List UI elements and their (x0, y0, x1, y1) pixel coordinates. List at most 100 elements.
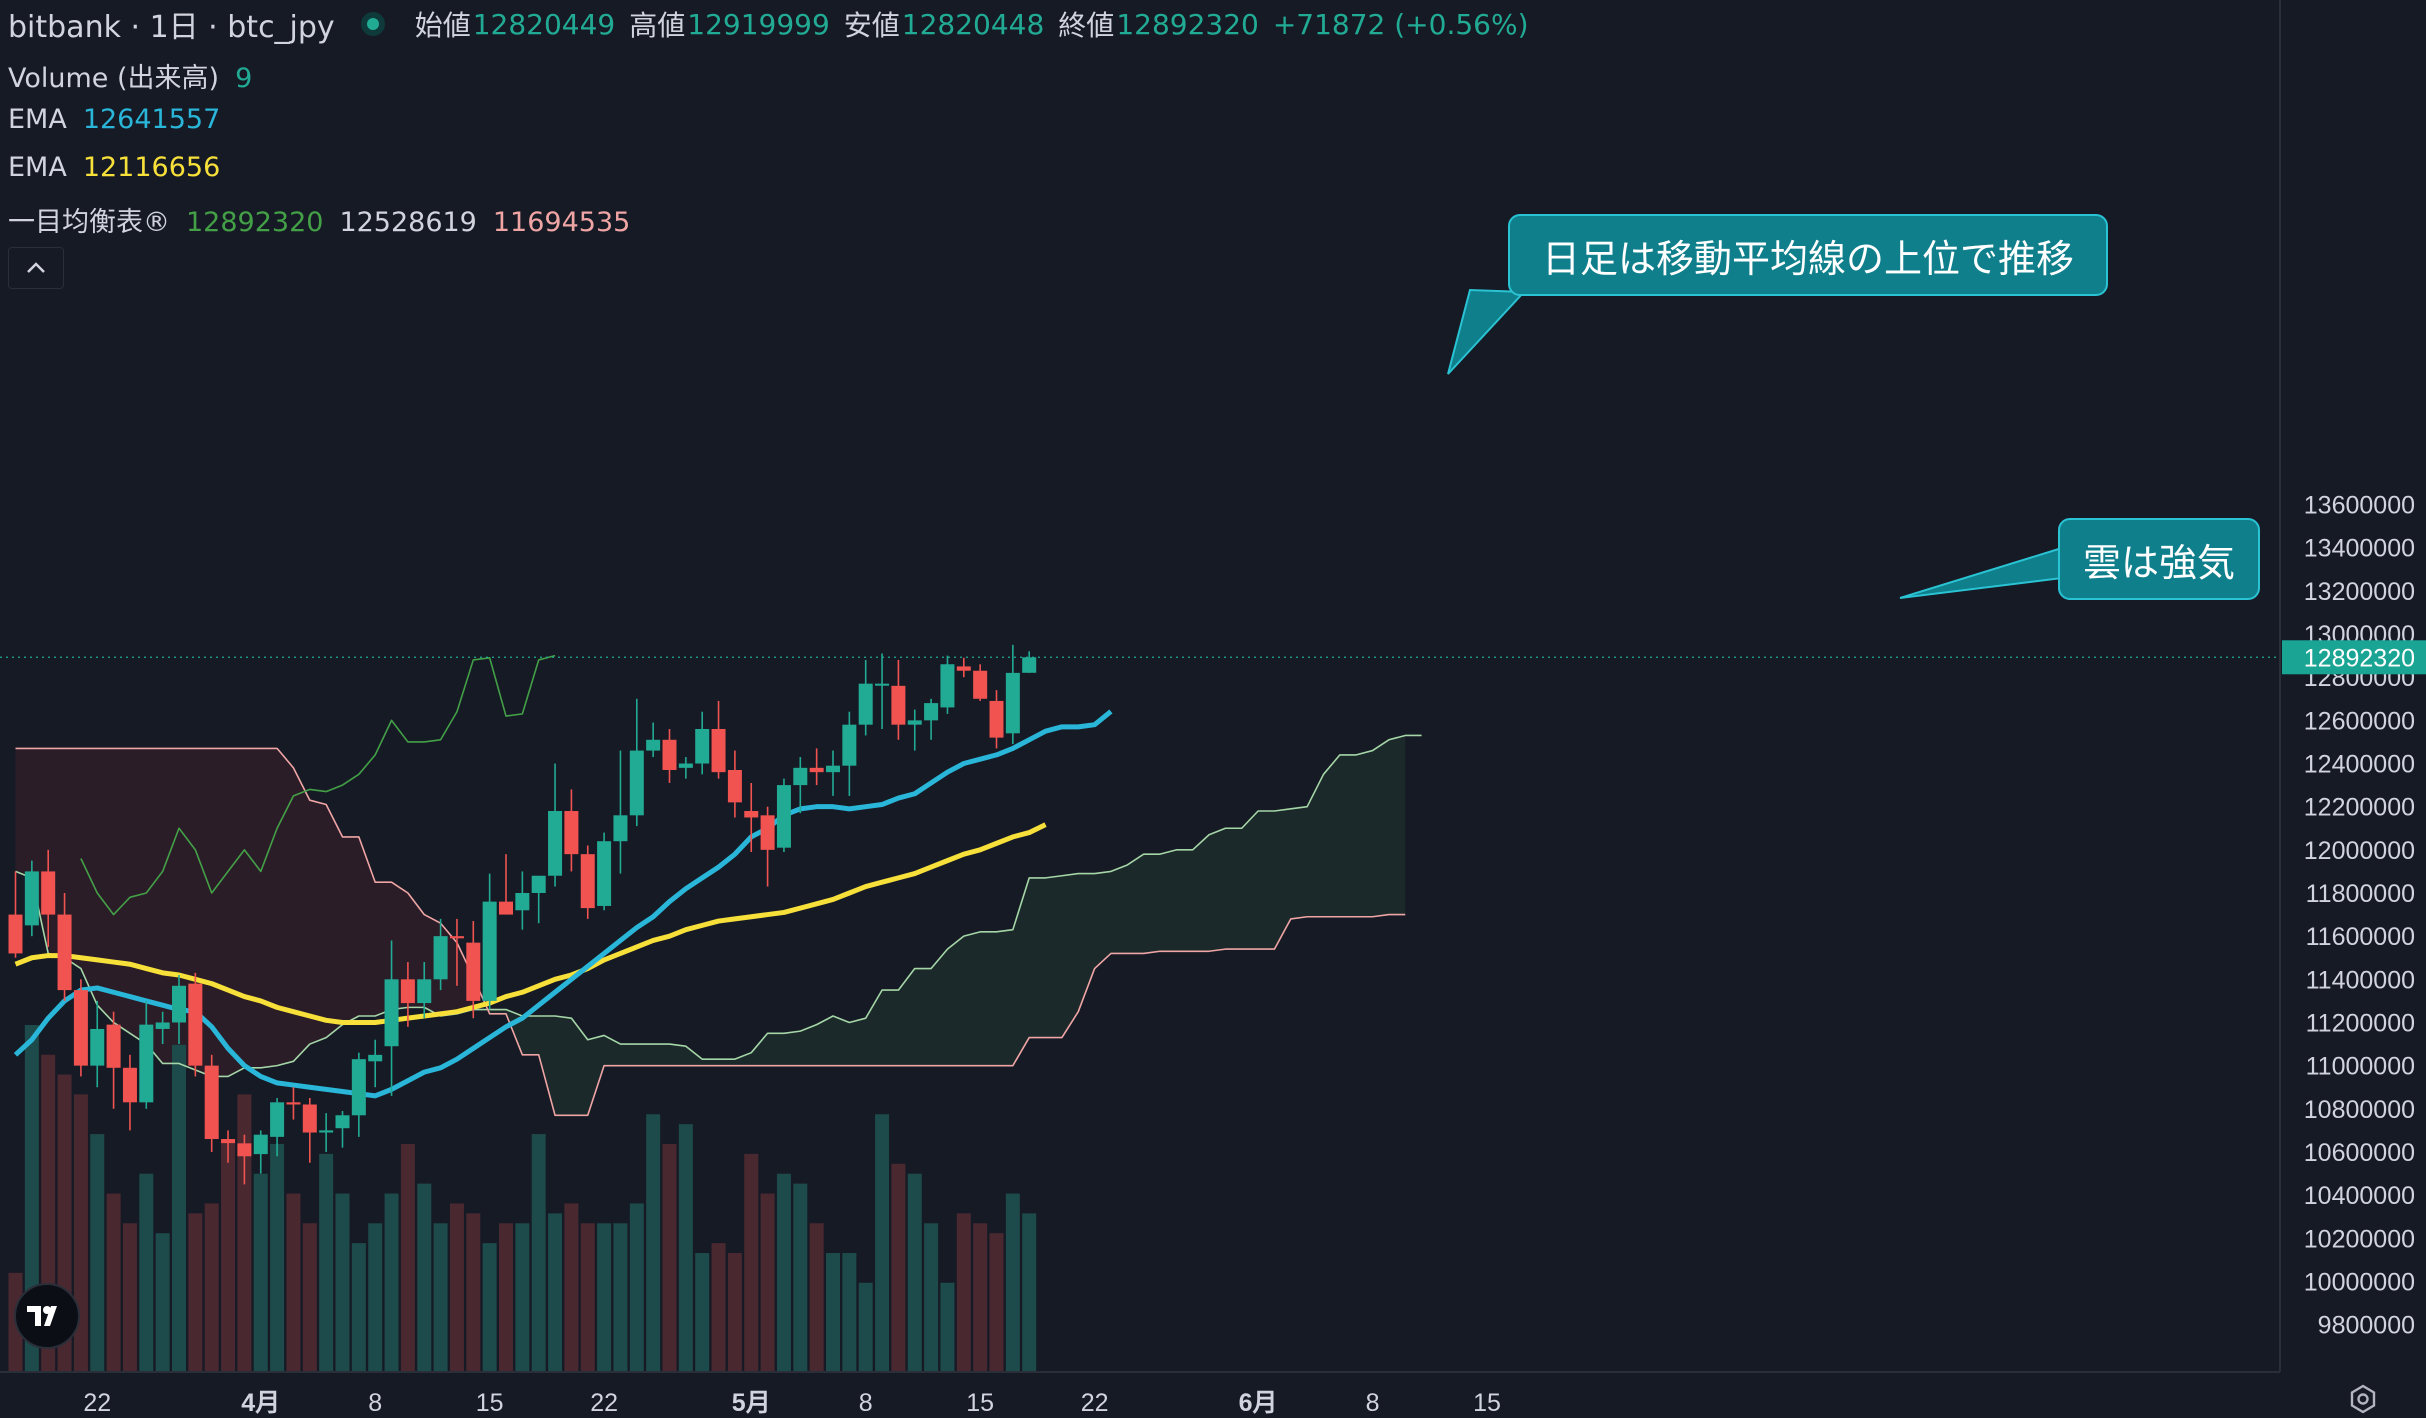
candle-body (891, 685, 906, 725)
candle-body (597, 841, 612, 906)
time-tick-label: 15 (1473, 1389, 1501, 1417)
candle-body (466, 942, 481, 1001)
time-tick-label: 15 (476, 1389, 504, 1417)
volume-bar (548, 1213, 563, 1372)
price-tick-label: 12200000 (2304, 794, 2415, 822)
callout-daily-pointer (1447, 288, 1527, 375)
gear-icon[interactable] (2348, 1384, 2378, 1414)
volume-bar (515, 1223, 530, 1372)
volume-bar (482, 1243, 497, 1372)
volume-bar (646, 1114, 661, 1372)
candle-body (286, 1102, 301, 1105)
volume-bar (1005, 1193, 1020, 1372)
volume-bar (1022, 1213, 1037, 1372)
candle-body (417, 979, 432, 1004)
open-value: 12820449 (472, 7, 616, 41)
volume-bar (155, 1233, 170, 1372)
candle-body (924, 703, 939, 721)
ema-fast-label: EMA (8, 104, 67, 135)
candle-body (204, 1065, 219, 1140)
legend-ema-fast[interactable]: EMA 12641557 (8, 104, 236, 135)
symbol-title[interactable]: bitbank · 1日 · btc_jpy (8, 10, 335, 45)
volume-bar (188, 1213, 203, 1372)
candle-body (57, 914, 72, 991)
price-tick-label: 10000000 (2304, 1268, 2415, 1296)
high-label: 高値 (629, 9, 686, 42)
volume-bar (809, 1223, 824, 1372)
volume-bar (302, 1223, 317, 1372)
candle-body (139, 1024, 154, 1103)
candle-body (90, 1028, 105, 1066)
candle-body (678, 763, 693, 768)
tradingview-logo-icon[interactable] (14, 1283, 80, 1349)
time-axis: 5224月815225月815226月815 (0, 1371, 2280, 1417)
high-value: 12919999 (687, 7, 830, 41)
price-tick-label: 10200000 (2304, 1225, 2415, 1253)
candle-body (122, 1067, 137, 1103)
volume-bar (90, 1134, 105, 1372)
ichimoku-value-3: 11694535 (492, 207, 631, 238)
volume-bar (400, 1143, 415, 1372)
candle-body (646, 739, 661, 751)
candle-body (727, 769, 742, 803)
volume-bar (253, 1173, 268, 1372)
candle-body (41, 871, 56, 915)
price-tick-label: 13600000 (2304, 492, 2415, 520)
price-tick-label: 11800000 (2306, 880, 2415, 908)
candle-body (875, 683, 890, 686)
low-label: 安値 (843, 9, 900, 42)
candle-body (858, 683, 873, 725)
candle-body (695, 728, 710, 764)
callout-cloud: 雲は強気 (2058, 518, 2260, 600)
candle-body (8, 914, 23, 954)
candle-body (515, 893, 530, 911)
candle-body (237, 1143, 252, 1157)
candle-body (368, 1054, 383, 1062)
candle-body (24, 871, 39, 926)
price-tick-label: 12000000 (2304, 837, 2415, 865)
volume-bar (826, 1253, 840, 1372)
candle-body (940, 664, 955, 708)
price-tick-label: 13400000 (2304, 535, 2415, 563)
candle-body (270, 1102, 285, 1137)
low-value: 12820448 (901, 7, 1045, 41)
volume-bar (875, 1114, 890, 1372)
volume-bar (907, 1173, 922, 1372)
candle-body (1005, 672, 1020, 734)
ema-slow-line (14, 822, 1047, 1025)
volume-bar (122, 1223, 137, 1372)
volume-label: Volume (出来高) (8, 63, 220, 94)
candle-body (826, 765, 840, 773)
volume-value: 9 (235, 63, 253, 94)
volume-bar (956, 1213, 971, 1372)
candle-body (776, 785, 791, 848)
price-tick-label: 9800000 (2318, 1312, 2415, 1340)
volume-bar (924, 1223, 939, 1372)
legend-ichimoku[interactable]: 一目均衡表® 12892320 12528619 11694535 (8, 200, 646, 239)
callout-cloud-pointer (1899, 546, 2063, 599)
volume-bar (629, 1203, 644, 1372)
time-tick-label: 22 (1081, 1389, 1109, 1417)
volume-bar (858, 1282, 873, 1372)
legend-ema-slow[interactable]: EMA 12116656 (8, 152, 236, 183)
callout-pointers (1447, 288, 2063, 599)
last-price-badge (2282, 640, 2426, 675)
volume-bar (564, 1203, 579, 1372)
candle-body (956, 666, 971, 671)
candle-body (253, 1134, 268, 1155)
candle-body (973, 670, 988, 699)
volume-bar (270, 1143, 285, 1372)
volume-bar (744, 1153, 759, 1372)
legend-volume[interactable]: Volume (出来高) 9 (8, 56, 268, 95)
price-tick-label: 12600000 (2304, 707, 2415, 735)
price-tick-label: 10800000 (2304, 1096, 2415, 1124)
candle-body (319, 1130, 334, 1133)
volume-bar (760, 1193, 775, 1372)
market-status-icon (360, 12, 385, 36)
collapse-legend-button[interactable] (8, 247, 64, 289)
candle-body (155, 1022, 170, 1029)
candle-body (384, 979, 399, 1047)
time-tick-label: 6月 (1239, 1389, 1278, 1417)
lagging-span-line (80, 654, 556, 916)
